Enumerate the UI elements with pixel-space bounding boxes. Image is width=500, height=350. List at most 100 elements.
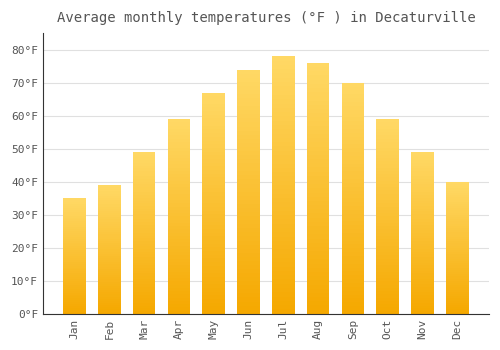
Bar [133,249,156,252]
Bar [272,211,294,215]
Bar [63,260,86,262]
Bar [342,202,364,206]
Bar [168,164,190,168]
Bar [307,176,330,180]
Bar [342,148,364,152]
Bar [98,224,120,226]
Bar [237,200,260,204]
Bar [272,206,294,211]
Bar [63,277,86,279]
Bar [168,246,190,249]
Bar [446,285,468,287]
Bar [133,233,156,236]
Bar [168,285,190,288]
Bar [202,211,225,214]
Bar [237,257,260,261]
Bar [342,94,364,98]
Bar [307,238,330,243]
Bar [98,230,120,232]
Bar [98,254,120,256]
Bar [98,265,120,267]
Bar [237,126,260,131]
Bar [446,272,468,274]
Bar [376,275,399,278]
Bar [98,196,120,198]
Bar [168,122,190,126]
Bar [272,86,294,91]
Bar [342,283,364,287]
Bar [202,174,225,177]
Bar [133,158,156,160]
Bar [446,204,468,206]
Bar [133,281,156,284]
Bar [272,258,294,262]
Bar [307,138,330,142]
Bar [272,78,294,82]
Bar [446,309,468,312]
Bar [411,260,434,262]
Bar [202,292,225,295]
Bar [98,215,120,217]
Bar [376,132,399,135]
Bar [98,191,120,194]
Bar [168,171,190,174]
Bar [202,188,225,192]
Bar [202,259,225,262]
Bar [272,134,294,138]
Bar [342,229,364,233]
Bar [376,187,399,190]
Bar [202,185,225,188]
Bar [202,284,225,288]
Bar [237,102,260,106]
Bar [272,155,294,159]
Bar [237,98,260,102]
Bar [98,200,120,202]
Bar [307,293,330,297]
Bar [307,297,330,301]
Bar [63,290,86,293]
Bar [168,249,190,252]
Bar [63,233,86,235]
Bar [63,248,86,250]
Bar [98,267,120,269]
Bar [411,171,434,174]
Bar [307,100,330,105]
Bar [307,301,330,306]
Bar [133,300,156,303]
Bar [63,300,86,302]
Bar [133,279,156,281]
Bar [98,271,120,273]
Bar [411,198,434,201]
Bar [133,244,156,246]
Bar [342,152,364,156]
Bar [98,189,120,191]
Bar [342,133,364,136]
Bar [133,201,156,203]
Bar [202,111,225,115]
Bar [342,179,364,183]
Bar [98,204,120,206]
Bar [411,184,434,187]
Bar [202,163,225,166]
Bar [133,241,156,244]
Bar [446,312,468,314]
Bar [307,234,330,238]
Bar [411,236,434,238]
Bar [307,306,330,310]
Bar [133,308,156,311]
Bar [272,56,294,61]
Bar [202,148,225,152]
Bar [307,184,330,188]
Bar [237,131,260,135]
Bar [342,214,364,217]
Bar [376,213,399,216]
Bar [133,203,156,206]
Bar [133,155,156,158]
Bar [342,129,364,133]
Bar [237,143,260,147]
Bar [376,119,399,122]
Bar [376,197,399,200]
Bar [342,287,364,290]
Bar [411,254,434,257]
Bar [307,121,330,126]
